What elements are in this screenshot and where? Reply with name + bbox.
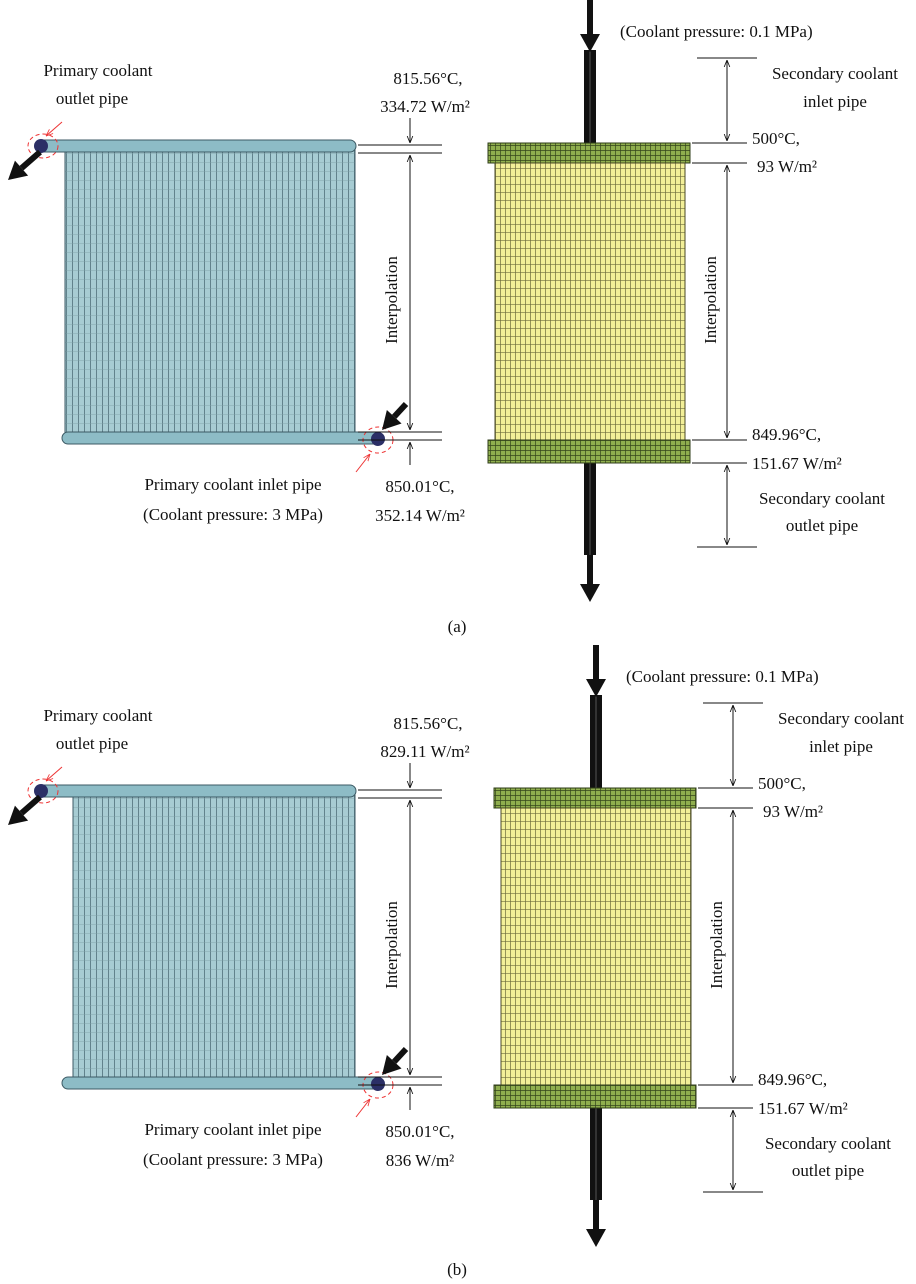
inlet-end	[371, 432, 385, 446]
flow-arrow	[586, 1229, 606, 1247]
line	[394, 1049, 406, 1062]
interpolation: Interpolation	[382, 256, 401, 344]
interpolation: Interpolation	[382, 901, 401, 989]
bottom-pipe	[62, 432, 380, 444]
secondary-outlet-label: Secondary coolant	[759, 489, 885, 508]
inlet-label: (Coolant pressure: 3 MPa)	[143, 505, 323, 524]
caption: (a)	[448, 617, 467, 636]
outlet-label: outlet pipe	[56, 734, 128, 753]
secondary-outlet-label: outlet pipe	[792, 1161, 864, 1180]
bottom-condition: 836 W/m²	[386, 1151, 455, 1170]
outlet-label: Primary coolant	[43, 61, 152, 80]
bottom-condition: 850.01°C,	[385, 477, 454, 496]
line	[22, 152, 40, 168]
top-pipe	[36, 785, 356, 797]
secondary-top-condition: 93 W/m²	[763, 802, 823, 821]
figure: Primary coolant outlet pipe 815.56°C, 334.7…	[0, 0, 916, 1284]
caption: (b)	[447, 1260, 467, 1279]
bottom-condition: 352.14 W/m²	[375, 506, 465, 525]
top-condition: 815.56°C,	[393, 714, 462, 733]
bottom-pipe	[62, 1077, 380, 1089]
line	[46, 767, 62, 781]
secondary-top-condition: 93 W/m²	[757, 157, 817, 176]
secondary-bottom-condition: 849.96°C,	[758, 1070, 827, 1089]
secondary-top-condition: 500°C,	[752, 129, 800, 148]
top-plate	[488, 143, 690, 163]
secondary-inlet-label: inlet pipe	[803, 92, 867, 111]
bottom-plate	[488, 440, 690, 463]
line	[22, 797, 40, 813]
secondary-inlet-label: Secondary coolant	[772, 64, 898, 83]
line	[356, 454, 370, 472]
flow-arrow	[580, 584, 600, 602]
flow-arrow	[586, 679, 606, 697]
line	[46, 122, 62, 136]
secondary-inlet-label: Secondary coolant	[778, 709, 904, 728]
interpolation: Interpolation	[701, 256, 720, 344]
outlet-label: Primary coolant	[43, 706, 152, 725]
top-plate	[494, 788, 696, 808]
primary-mesh	[65, 146, 355, 436]
line	[394, 404, 406, 417]
outlet-label: outlet pipe	[56, 89, 128, 108]
panel: Primary coolant outlet pipe 815.56°C, 334.7…	[8, 0, 898, 636]
top-condition: 815.56°C,	[393, 69, 462, 88]
inlet-label: Primary coolant inlet pipe	[144, 475, 321, 494]
secondary-outlet-label: outlet pipe	[786, 516, 858, 535]
secondary-bottom-condition: 849.96°C,	[752, 425, 821, 444]
secondary-inlet-label: inlet pipe	[809, 737, 873, 756]
top-pipe	[36, 140, 356, 152]
bottom-condition: 850.01°C,	[385, 1122, 454, 1141]
inlet-label: Primary coolant inlet pipe	[144, 1120, 321, 1139]
secondary-top-condition: 500°C,	[758, 774, 806, 793]
top-condition: 829.11 W/m²	[380, 742, 469, 761]
primary-mesh	[73, 791, 355, 1081]
panel: Primary coolant outlet pipe 815.56°C, 829.1…	[8, 645, 904, 1279]
inlet-label: (Coolant pressure: 3 MPa)	[143, 1150, 323, 1169]
pressure-label: (Coolant pressure: 0.1 MPa)	[626, 667, 819, 686]
cylinder-mesh	[495, 163, 685, 440]
cylinder-mesh	[501, 808, 691, 1085]
secondary-bottom-condition: 151.67 W/m²	[752, 454, 842, 473]
inlet-end	[371, 1077, 385, 1091]
interpolation: Interpolation	[707, 901, 726, 989]
top-condition: 334.72 W/m²	[380, 97, 470, 116]
outlet-end	[34, 784, 48, 798]
secondary-bottom-condition: 151.67 W/m²	[758, 1099, 848, 1118]
secondary-outlet-label: Secondary coolant	[765, 1134, 891, 1153]
flow-arrow	[580, 34, 600, 52]
outlet-end	[34, 139, 48, 153]
pressure-label: (Coolant pressure: 0.1 MPa)	[620, 22, 813, 41]
line	[356, 1099, 370, 1117]
bottom-plate	[494, 1085, 696, 1108]
